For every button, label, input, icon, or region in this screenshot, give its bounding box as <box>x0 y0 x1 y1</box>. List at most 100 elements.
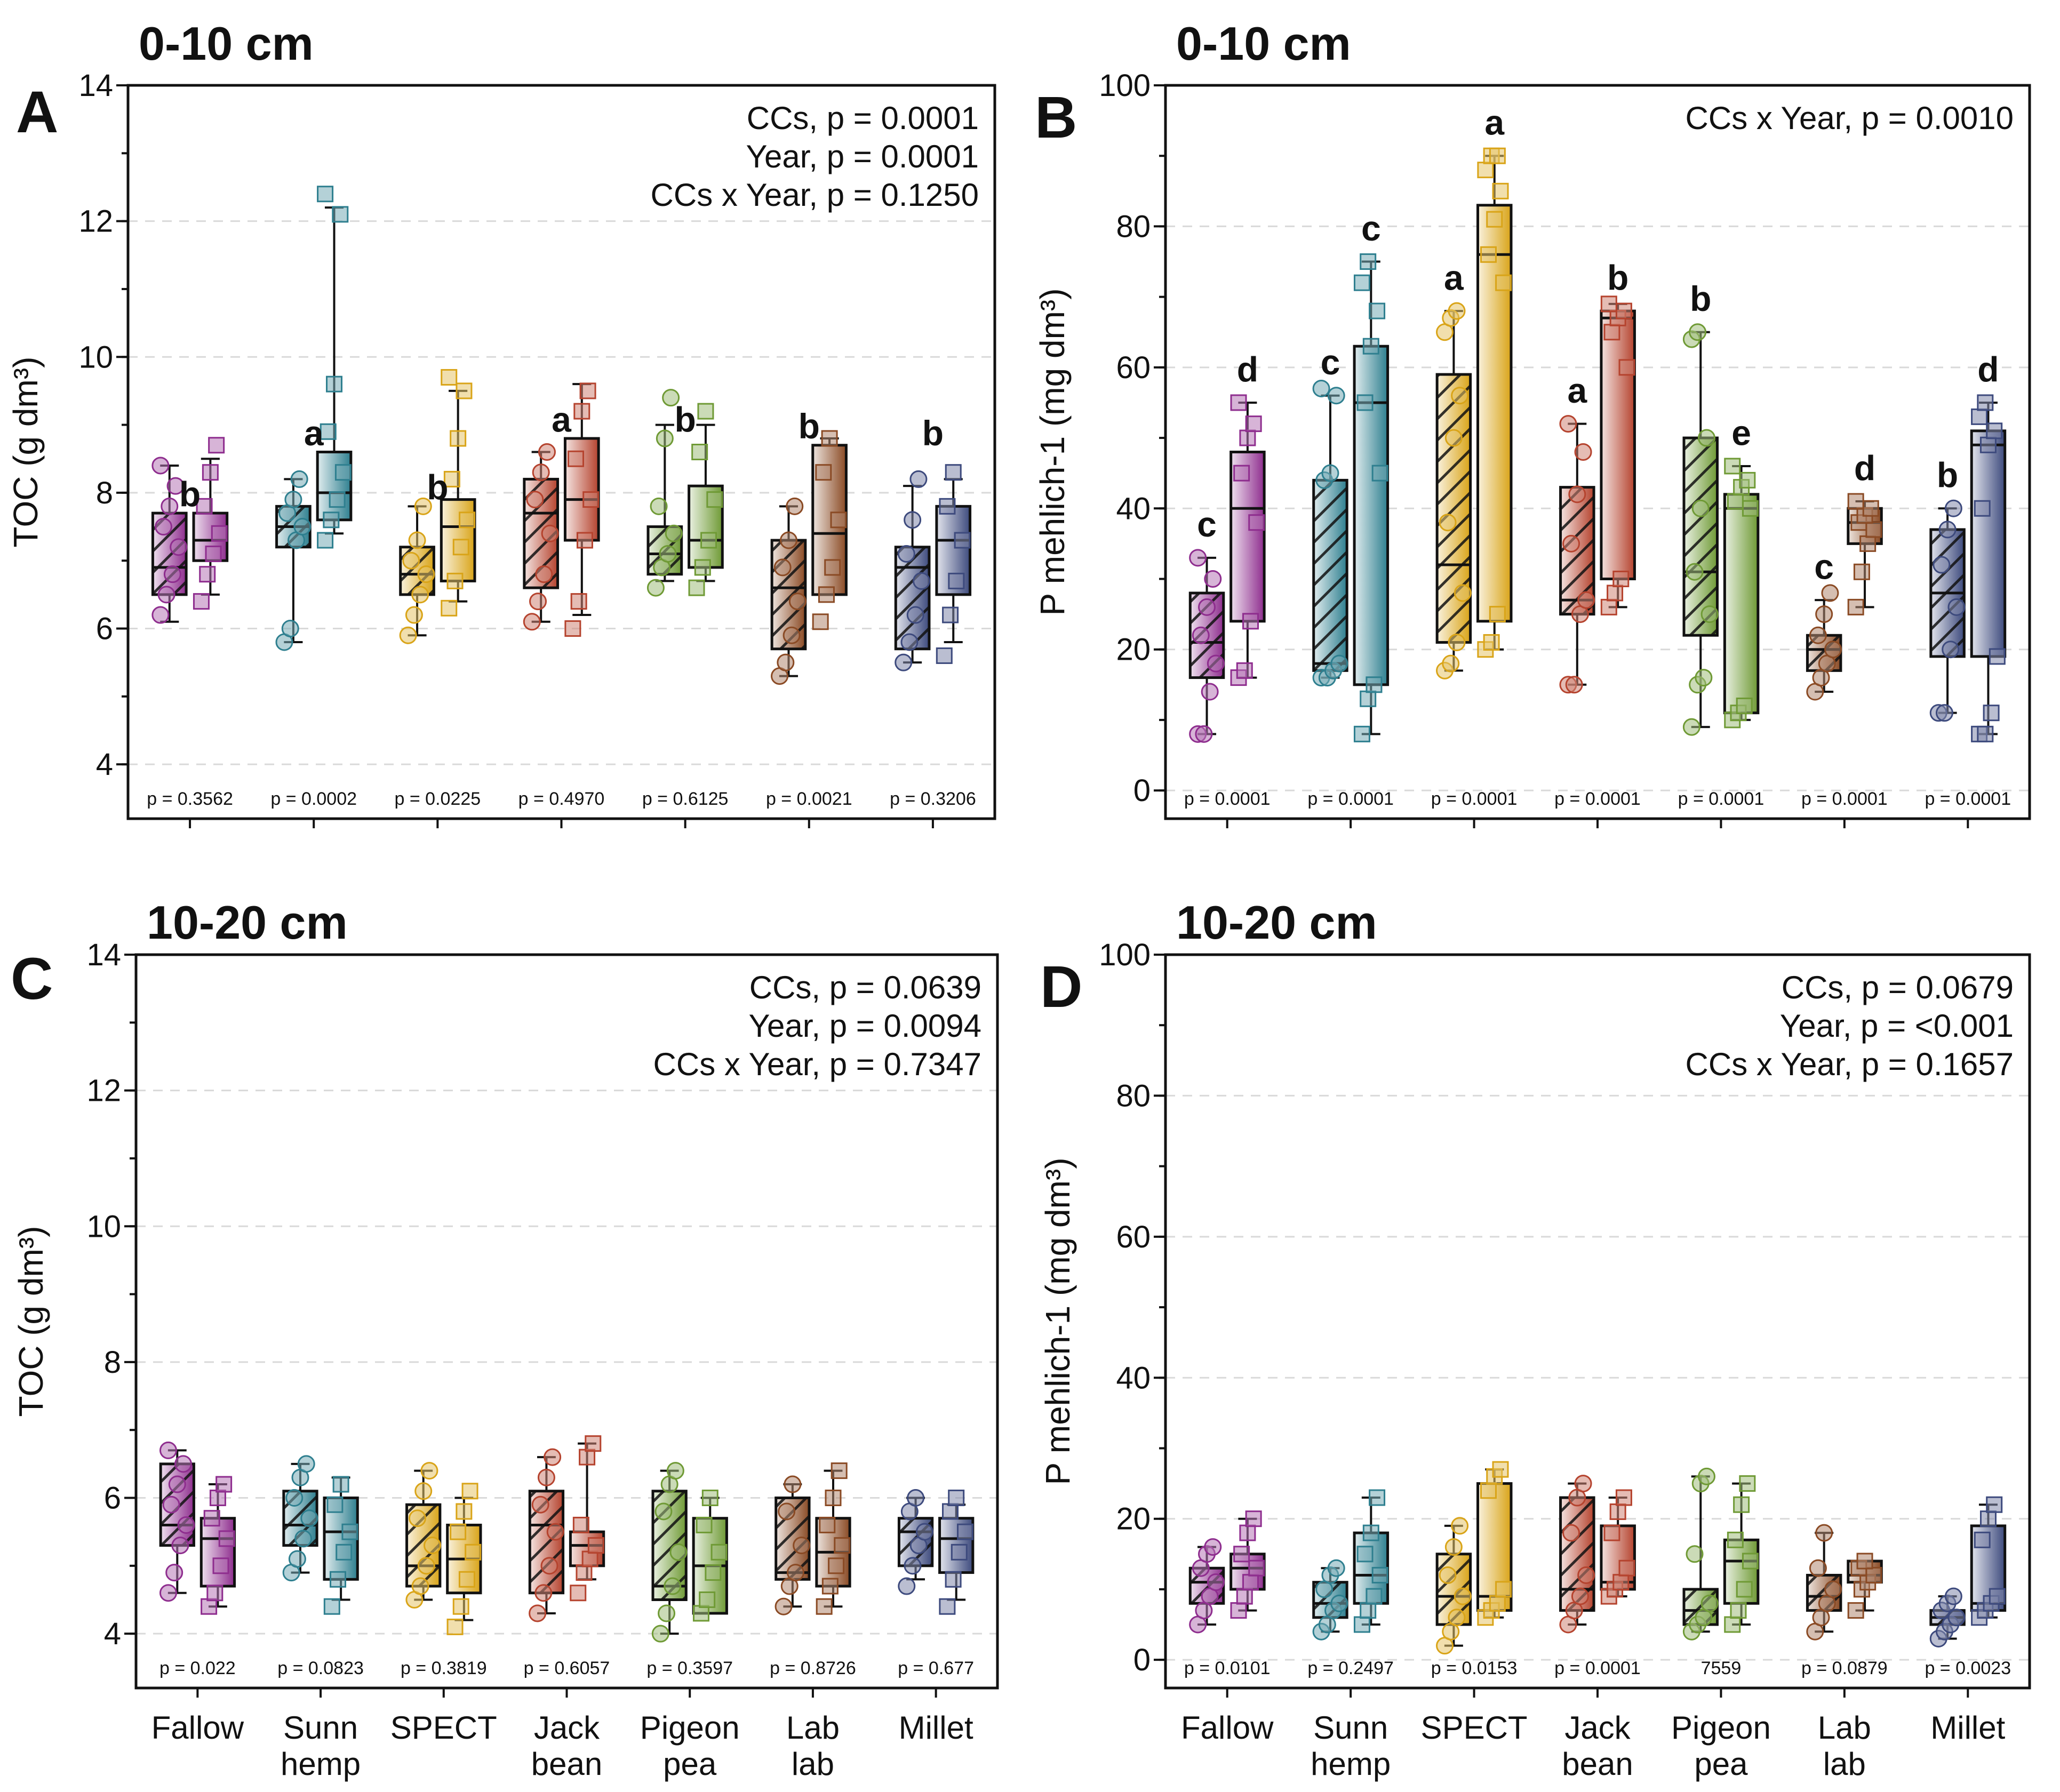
data-point <box>405 606 423 624</box>
data-point <box>1369 1489 1386 1506</box>
stats-line: CCs, p = 0.0001 <box>747 100 979 136</box>
data-point <box>1682 718 1700 736</box>
data-point <box>1230 1602 1247 1619</box>
x-category-label: SPECT <box>390 1710 497 1746</box>
data-point <box>534 1584 553 1602</box>
data-point <box>163 565 181 583</box>
data-point <box>1451 1517 1469 1535</box>
box-year2 <box>316 451 353 522</box>
y-tick-label: 6 <box>96 612 113 646</box>
y-tick-label: 0 <box>1133 1643 1151 1677</box>
data-point <box>1495 1581 1512 1598</box>
y-tick-label: 4 <box>104 1617 121 1651</box>
group-pvalue: p = 0.022 <box>159 1658 236 1678</box>
data-point <box>1207 1573 1225 1591</box>
data-point <box>1248 514 1265 531</box>
significance-letter: a <box>1444 258 1464 297</box>
data-point <box>330 1571 347 1588</box>
data-point <box>461 1483 478 1500</box>
data-point <box>290 470 308 488</box>
data-point <box>1742 1553 1759 1570</box>
data-point <box>1353 1616 1370 1633</box>
data-point <box>441 369 458 386</box>
data-point <box>1815 605 1833 623</box>
data-point <box>1492 182 1509 199</box>
data-point <box>1809 1559 1827 1577</box>
data-point <box>446 572 464 589</box>
data-point <box>1700 1594 1719 1612</box>
data-point <box>443 470 460 487</box>
y-tick-label: 8 <box>96 476 113 510</box>
data-point <box>1245 415 1262 433</box>
y-tick-label: 10 <box>86 1209 121 1244</box>
data-point <box>587 1537 604 1554</box>
x-category-label: Jack <box>1564 1710 1631 1746</box>
y-tick-label: 6 <box>104 1481 121 1516</box>
box-hatch <box>1684 438 1718 636</box>
data-point <box>664 1577 682 1595</box>
y-tick-label: 4 <box>96 747 113 782</box>
data-point <box>650 497 668 515</box>
data-point <box>773 558 792 577</box>
data-point <box>699 1591 716 1608</box>
panel-letter: D <box>1040 954 1082 1020</box>
data-point <box>1691 499 1710 517</box>
data-point <box>411 586 429 604</box>
data-point <box>165 1564 183 1582</box>
data-point <box>1603 1524 1620 1541</box>
data-point <box>159 1441 177 1459</box>
data-point <box>162 1495 180 1514</box>
data-point <box>151 606 170 624</box>
data-point <box>284 491 302 509</box>
data-point <box>1695 669 1713 687</box>
data-point <box>1979 1510 1997 1527</box>
depth-title: 0-10 cm <box>139 17 314 70</box>
data-point <box>177 1516 195 1534</box>
data-point <box>202 464 219 481</box>
panel-letter: C <box>11 946 53 1012</box>
data-point <box>1192 626 1210 644</box>
data-point <box>288 1550 306 1568</box>
y-tick-label: 0 <box>1133 773 1151 808</box>
y-tick-label: 20 <box>1116 1502 1151 1537</box>
data-point <box>199 566 216 583</box>
data-point <box>157 586 175 604</box>
significance-letter: c <box>1197 505 1217 544</box>
data-point <box>897 545 915 563</box>
x-category-label: SPECT <box>1421 1710 1528 1746</box>
data-point <box>1983 705 2000 722</box>
data-point <box>1609 1503 1626 1520</box>
plot-frame <box>1164 84 2031 820</box>
data-point <box>1480 246 1497 263</box>
significance-letter: c <box>1321 342 1340 382</box>
data-point <box>193 593 210 610</box>
data-point <box>697 403 714 420</box>
data-point <box>320 423 337 440</box>
data-point <box>1356 1546 1374 1563</box>
y-tick-label: 60 <box>1116 350 1151 385</box>
data-point <box>1565 676 1583 694</box>
data-point <box>1562 534 1580 553</box>
data-point <box>544 1448 562 1466</box>
data-point <box>281 620 299 638</box>
data-point <box>417 1557 435 1575</box>
data-point <box>297 1455 315 1473</box>
data-point <box>1986 1496 2003 1513</box>
data-point <box>531 1495 549 1514</box>
box-hatch <box>1437 374 1471 643</box>
depth-title: 10-20 cm <box>1176 896 1377 949</box>
data-point <box>582 491 600 508</box>
data-point <box>332 1476 349 1493</box>
data-point <box>450 430 467 447</box>
data-point <box>1236 1588 1253 1605</box>
data-point <box>1366 676 1383 693</box>
data-point <box>1454 1587 1472 1605</box>
data-point <box>212 1557 229 1574</box>
significance-letter: a <box>1484 103 1505 142</box>
data-point <box>341 1523 358 1540</box>
data-point <box>532 463 550 482</box>
data-point <box>417 565 435 583</box>
data-point <box>913 572 931 590</box>
x-category-label: Sunn <box>1313 1710 1388 1746</box>
